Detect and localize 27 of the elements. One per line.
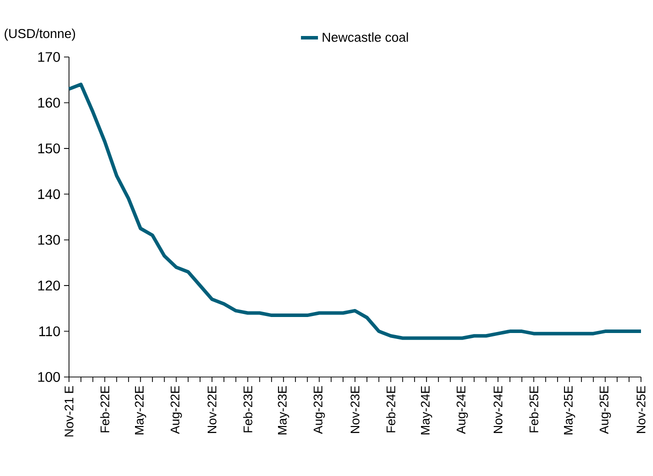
x-tick-label: Feb-24E <box>386 386 396 432</box>
x-tick-label: Nov-24E <box>494 386 502 433</box>
legend-label: Newcastle coal <box>322 32 408 42</box>
x-tick-label: Aug-24E <box>456 386 468 434</box>
x-tick-label: Nov-23E <box>350 386 360 433</box>
x-tick-label: Feb-23E <box>243 386 252 432</box>
y-tick-label: 110 <box>39 326 60 336</box>
x-tick-label: Aug-23E <box>314 386 325 434</box>
y-tick-label: 160 <box>38 98 60 108</box>
x-tick-label: Feb-22E <box>100 386 110 432</box>
x-tick-label: Nov-21 E <box>64 386 74 436</box>
x-tick-label: Aug-25E <box>600 386 611 434</box>
x-tick-label: Nov-22E <box>208 386 216 433</box>
y-tick-label: 140 <box>38 189 60 200</box>
x-tick-label: Nov-25E <box>636 386 646 433</box>
y-tick-label: 130 <box>38 234 60 245</box>
x-tick-label: May-24E <box>420 386 432 434</box>
y-axis-title: (USD/tonne) <box>4 28 76 41</box>
y-tick-label: 170 <box>38 52 60 62</box>
x-tick-label: May-25E <box>564 386 576 434</box>
x-tick-label: May-22E <box>134 386 146 434</box>
y-tick-label: 120 <box>38 280 60 291</box>
x-tick-label: Feb-25E <box>529 386 538 432</box>
y-tick-label: 100 <box>38 372 60 382</box>
x-tick-label: Aug-22E <box>170 386 182 434</box>
x-tick-label: May-23E <box>278 386 290 434</box>
y-tick-label: 150 <box>38 143 60 154</box>
